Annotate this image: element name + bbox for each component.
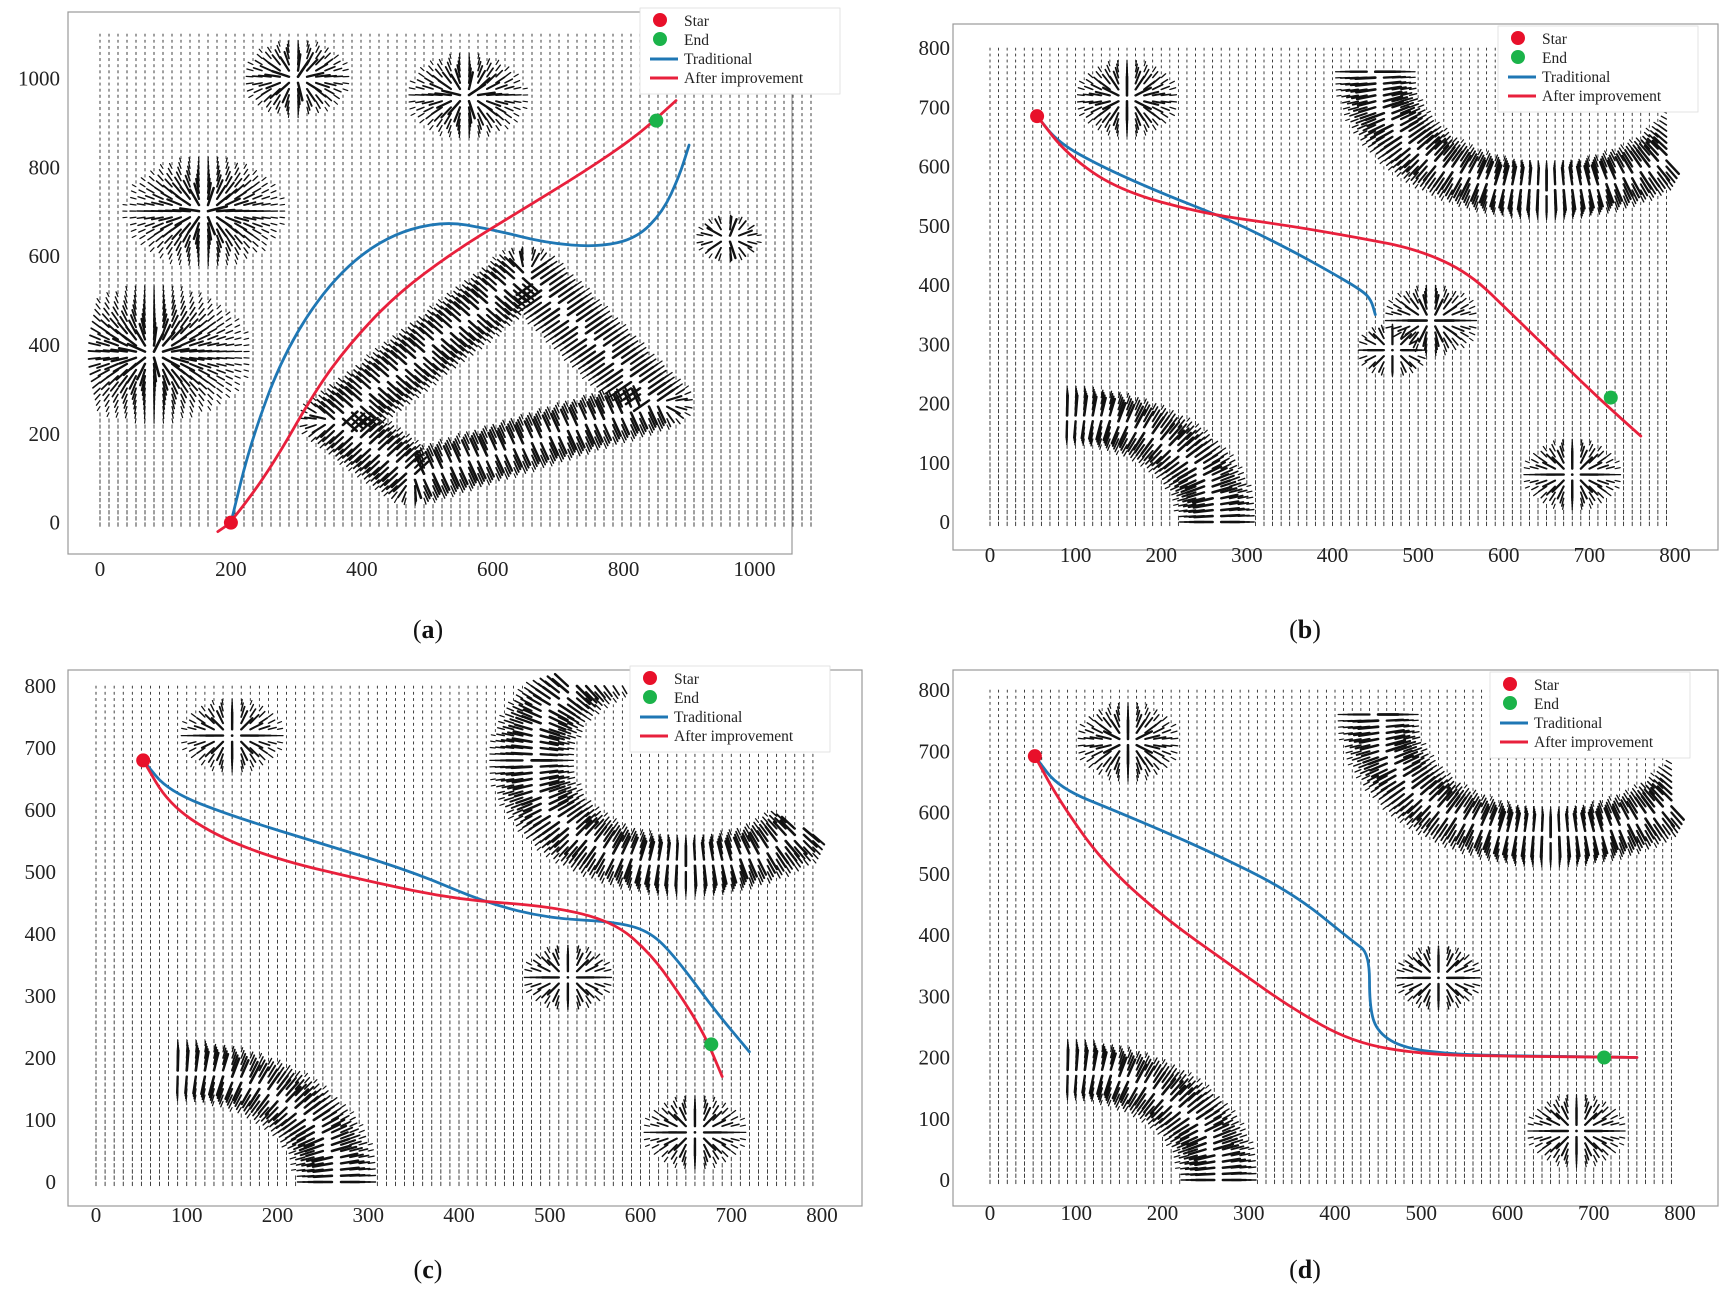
field-arrow [163,291,164,297]
field-arrow [135,419,136,423]
field-arrow [144,290,145,296]
field-arrow [244,345,249,346]
field-arrow [280,204,284,205]
field-arrow [523,88,527,89]
field-arrow [137,217,145,218]
field-arrow [123,205,127,206]
field-arrow [130,204,136,205]
field-arrow [130,217,136,218]
panel-a: 0 200 400 600 800 100002004006008001000StarEn… [18,8,840,644]
field-arrow [226,358,234,359]
field-arrow [235,345,241,346]
field-arrow [217,358,226,359]
field-arrow [343,83,349,84]
field-arrow [271,217,277,218]
field-arrow [244,364,249,365]
field-arrow [415,486,416,501]
field-arrow [271,204,277,205]
field-arrow [523,101,527,102]
field-arrow [409,101,415,102]
field-arrow [334,76,342,77]
